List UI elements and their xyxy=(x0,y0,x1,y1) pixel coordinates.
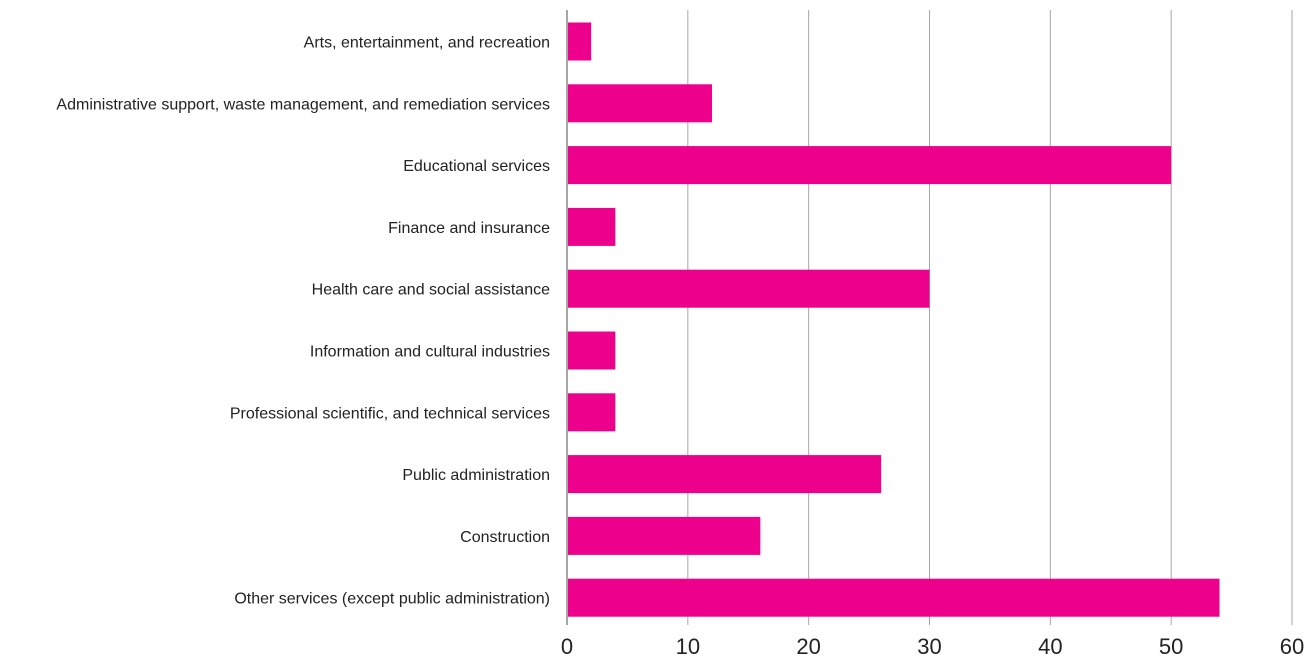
category-label: Finance and insurance xyxy=(388,220,550,237)
category-label: Public administration xyxy=(402,467,550,484)
bar xyxy=(567,516,761,555)
bar xyxy=(567,331,616,370)
x-tick-label: 50 xyxy=(1159,634,1183,659)
x-tick-label: 40 xyxy=(1038,634,1062,659)
category-label: Information and cultural industries xyxy=(310,344,550,361)
category-label: Arts, entertainment, and recreation xyxy=(304,35,550,52)
grid-lines xyxy=(687,10,1293,625)
x-tick-label: 60 xyxy=(1280,634,1304,659)
category-label: Construction xyxy=(460,529,550,546)
x-tick-labels: 0 10 20 30 40 50 60 xyxy=(561,634,1304,659)
bar xyxy=(567,393,616,432)
category-labels: Arts, entertainment, and recreation Admin… xyxy=(56,35,550,608)
bar xyxy=(567,578,1220,617)
category-label: Administrative support, waste management… xyxy=(56,96,550,113)
category-label: Health care and social assistance xyxy=(312,282,550,299)
bar xyxy=(567,84,712,123)
bar xyxy=(567,146,1172,185)
x-tick-label: 30 xyxy=(917,634,941,659)
bars xyxy=(567,22,1220,617)
x-tick-label: 0 xyxy=(561,634,573,659)
bar xyxy=(567,269,930,308)
x-tick-label: 20 xyxy=(796,634,820,659)
bar xyxy=(567,207,616,246)
bar xyxy=(567,455,882,494)
x-tick-label: 10 xyxy=(676,634,700,659)
category-label: Professional scientific, and technical s… xyxy=(230,405,550,422)
bar xyxy=(567,22,592,61)
category-label: Other services (except public administra… xyxy=(234,591,550,608)
category-label: Educational services xyxy=(403,158,550,175)
